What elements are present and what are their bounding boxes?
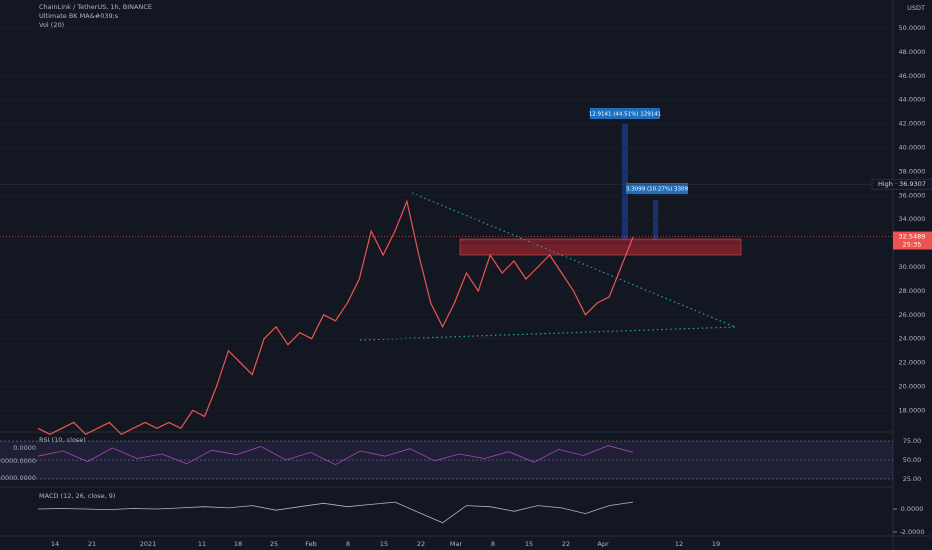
measure-label-box — [626, 183, 688, 194]
rsi-tick-label: 25.00 — [903, 475, 922, 483]
x-tick-label: 25 — [270, 540, 278, 548]
rsi-left-label: -20000.0000 — [0, 457, 36, 465]
macd-tick-label: 0.0000 — [901, 505, 924, 513]
high-label-box — [871, 178, 932, 190]
volume-label: Vol (20) — [39, 21, 64, 29]
x-tick-label: 15 — [380, 540, 388, 548]
y-tick-label: 38.0000 — [899, 167, 926, 175]
y-tick-label: 26.0000 — [899, 311, 926, 319]
y-tick-label: 42.0000 — [899, 120, 926, 128]
x-tick-label: 2021 — [140, 540, 157, 548]
x-tick-label: 22 — [562, 540, 570, 548]
y-tick-label: 40.0000 — [899, 143, 926, 151]
indicator-label: Ultimate BK MA&#039;s — [39, 12, 119, 20]
symbol-title: ChainLink / TetherUS, 1h, BINANCE — [39, 3, 152, 11]
rsi-line — [37, 445, 634, 466]
y-tick-label: 28.0000 — [899, 287, 926, 295]
measure-range — [653, 200, 658, 240]
currency: USDT — [907, 4, 925, 12]
last-price: 32.5489 — [899, 233, 926, 241]
last-price-box — [893, 231, 932, 250]
macd-tick-label: -2.0000 — [899, 528, 924, 536]
high-label: High · 36.9307 — [878, 180, 926, 188]
x-tick-label: 12 — [675, 540, 683, 548]
rsi-tick-label: 75.00 — [903, 437, 922, 445]
resistance-zone — [459, 238, 742, 256]
x-tick-label: 18 — [234, 540, 242, 548]
x-tick-label: 21 — [88, 540, 96, 548]
x-tick-label: 11 — [198, 540, 206, 548]
y-tick-label: 20.0000 — [899, 383, 926, 391]
y-tick-label: 24.0000 — [899, 335, 926, 343]
x-tick-label: Mar — [450, 540, 463, 548]
y-tick-label: 18.0000 — [899, 406, 926, 414]
y-tick-label: 48.0000 — [899, 48, 926, 56]
y-tick-label: 46.0000 — [899, 72, 926, 80]
rsi-title: RSI (10, close) — [39, 436, 86, 444]
rsi-left-label: 0.0000 — [13, 444, 36, 452]
y-tick-label: 36.0000 — [899, 191, 926, 199]
price-line — [37, 199, 634, 436]
x-tick-label: 15 — [525, 540, 533, 548]
y-tick-label: 50.0000 — [899, 24, 926, 32]
macd-line — [37, 501, 634, 524]
y-tick-label: 34.0000 — [899, 215, 926, 223]
y-tick-label: 30.0000 — [899, 263, 926, 271]
macd-title: MACD (12, 26, close, 9) — [39, 492, 115, 500]
x-tick-label: 14 — [51, 540, 59, 548]
rsi-left-label: -40000.0000 — [0, 474, 36, 482]
x-tick-label: 19 — [712, 540, 720, 548]
x-tick-label: Apr — [597, 540, 609, 548]
y-tick-label: 22.0000 — [899, 359, 926, 367]
countdown: 25:35 — [903, 241, 922, 249]
measure-label-box — [590, 108, 660, 119]
x-tick-label: 8 — [491, 540, 495, 548]
measure-label: 12.9141 (44.51%) 129141 — [589, 112, 662, 118]
y-tick-label: 44.0000 — [899, 96, 926, 104]
x-tick-label: Feb — [305, 540, 317, 548]
measure-range — [622, 124, 628, 240]
x-tick-label: 22 — [417, 540, 425, 548]
x-tick-label: 8 — [346, 540, 350, 548]
measure-label: 3.3099 (10.27%) 3309 — [626, 187, 689, 193]
rsi-tick-label: 50.00 — [903, 456, 922, 464]
